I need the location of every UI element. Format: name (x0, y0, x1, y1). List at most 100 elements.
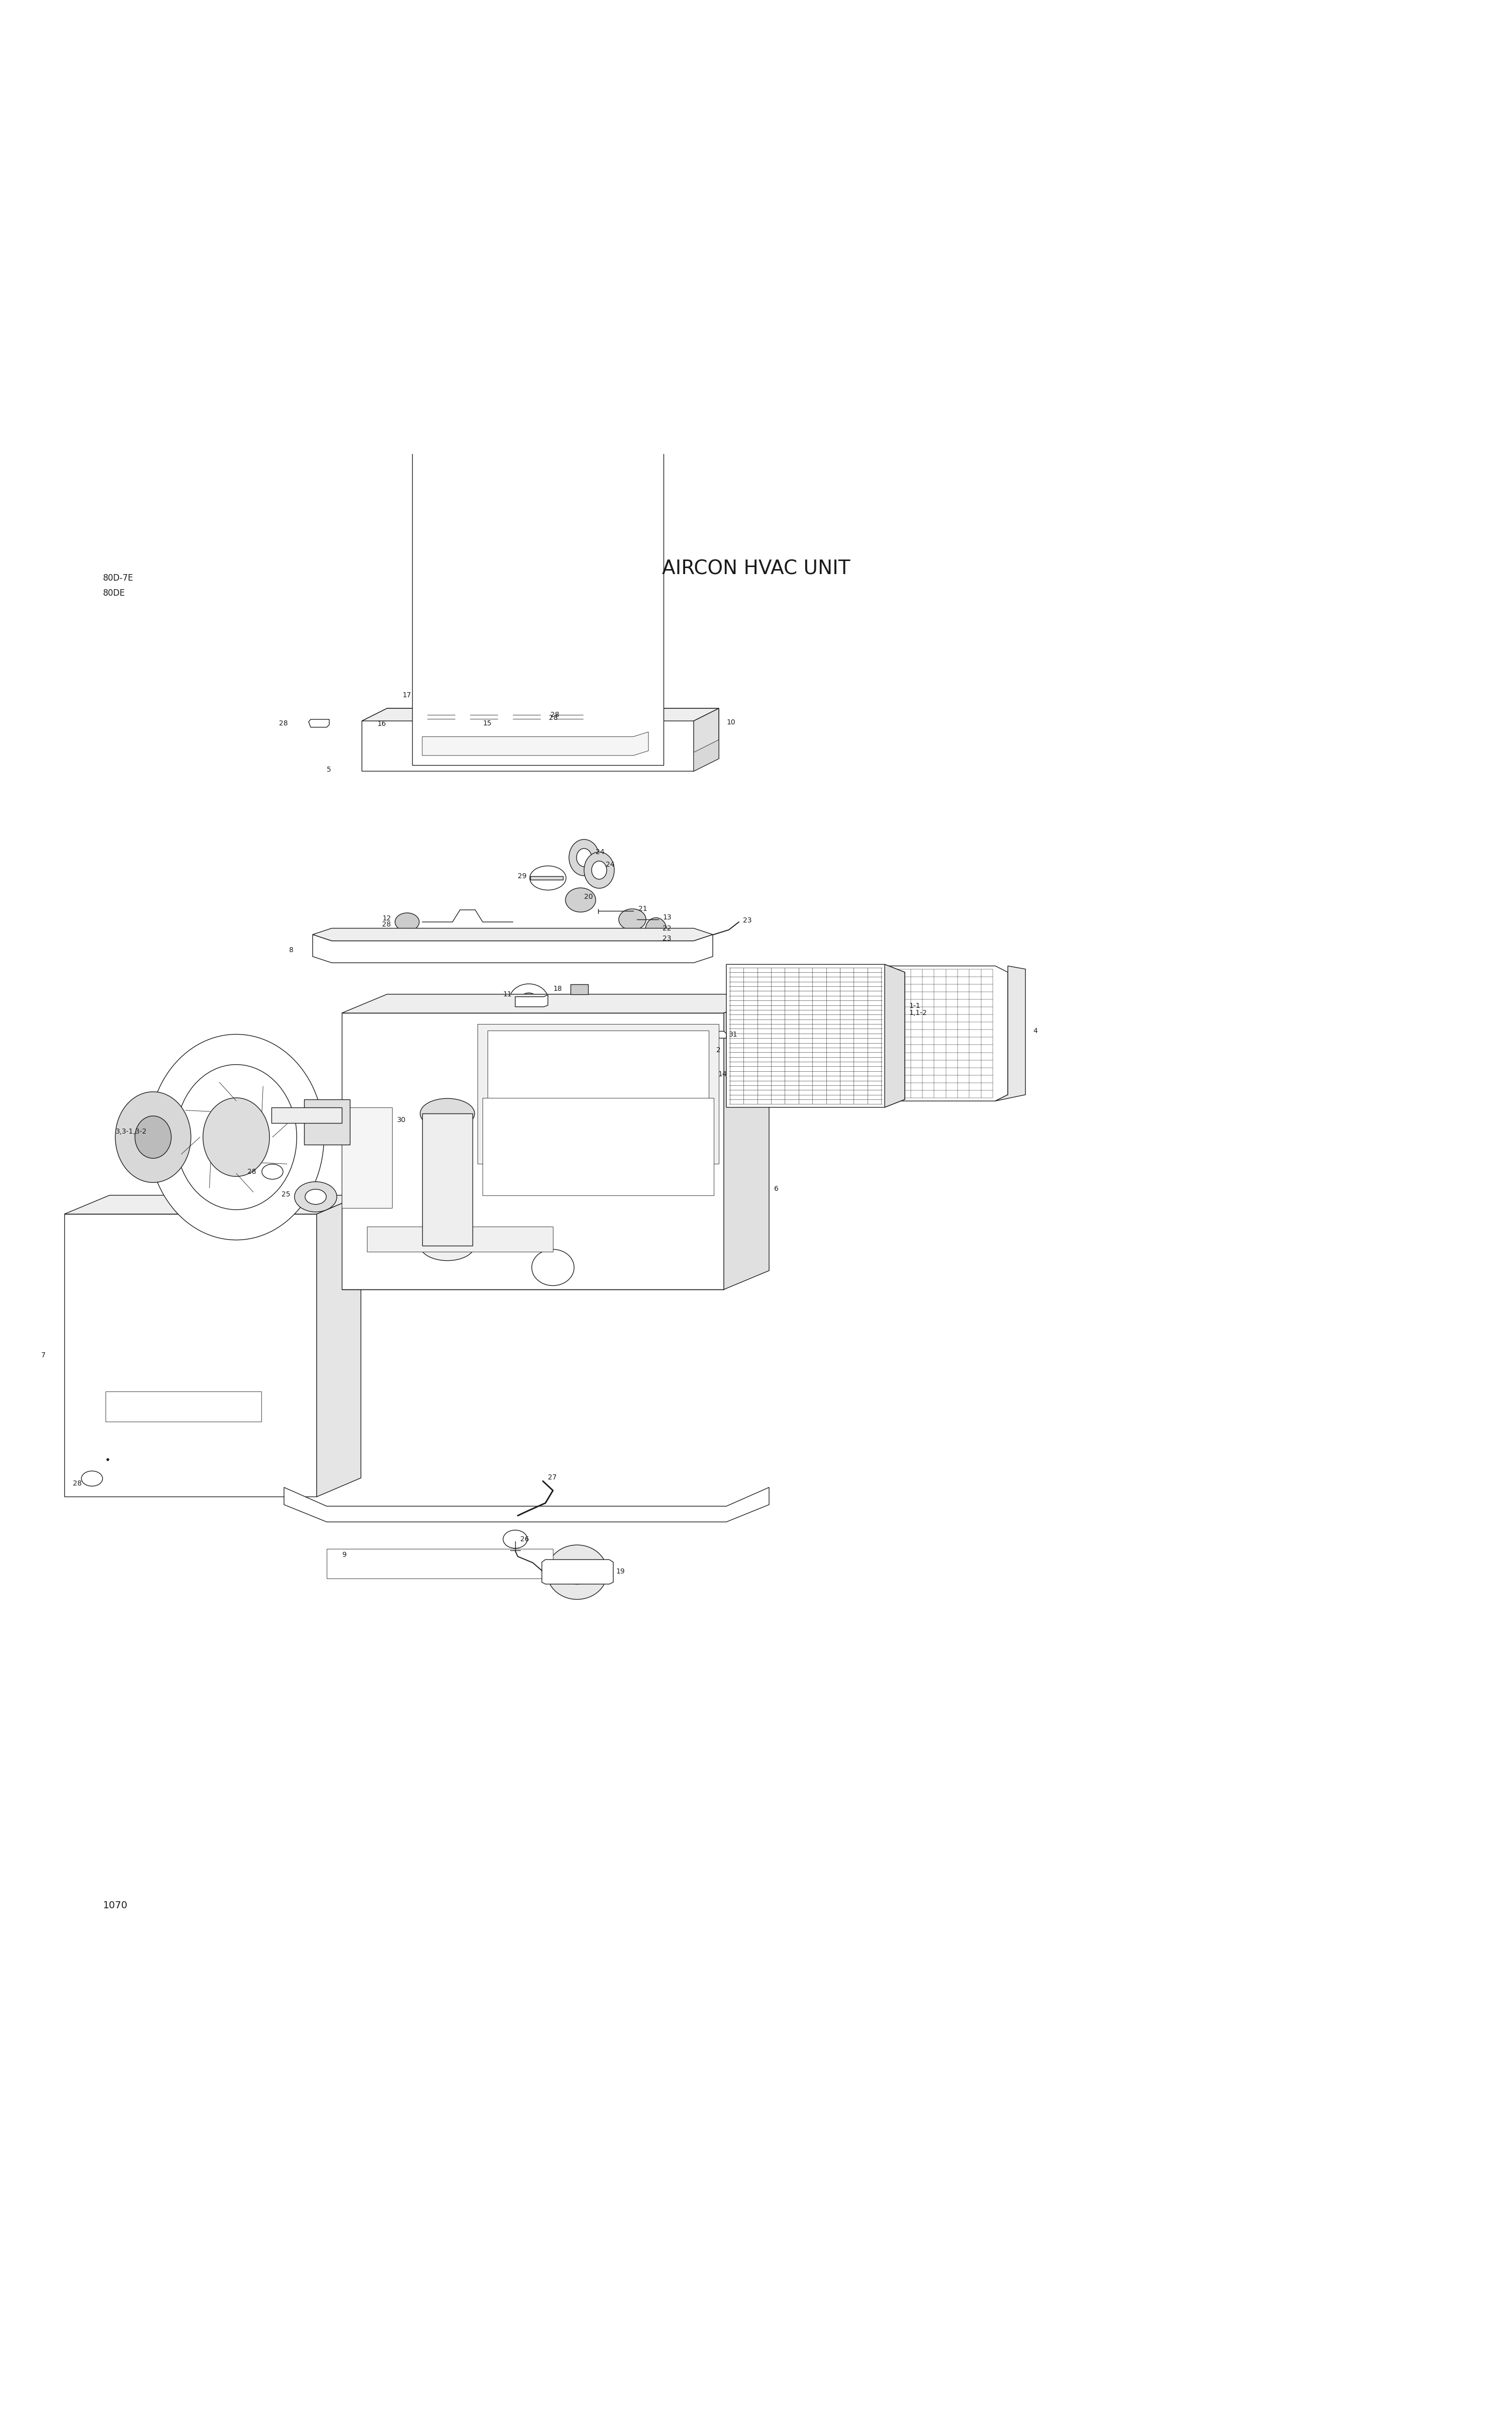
Ellipse shape (569, 840, 599, 876)
Text: 17: 17 (402, 692, 411, 699)
Ellipse shape (646, 917, 667, 941)
Ellipse shape (175, 1065, 296, 1210)
Ellipse shape (674, 728, 692, 743)
Ellipse shape (689, 1036, 723, 1065)
Ellipse shape (395, 912, 419, 932)
Ellipse shape (295, 1181, 337, 1212)
Ellipse shape (461, 709, 488, 741)
Polygon shape (482, 1099, 714, 1195)
Bar (106, 1391, 262, 1421)
Text: 1070: 1070 (103, 1900, 127, 1909)
Polygon shape (694, 709, 718, 772)
Polygon shape (342, 1014, 724, 1290)
Polygon shape (65, 1215, 316, 1498)
Text: 23: 23 (662, 934, 671, 941)
Polygon shape (367, 1227, 553, 1251)
Text: 24: 24 (606, 862, 614, 869)
Text: 80D-7E: 80D-7E (103, 574, 133, 583)
Polygon shape (361, 709, 718, 772)
Polygon shape (541, 1558, 614, 1585)
Polygon shape (361, 709, 718, 721)
Ellipse shape (576, 849, 591, 866)
Ellipse shape (448, 719, 460, 731)
Text: 7: 7 (41, 1353, 45, 1360)
Polygon shape (726, 963, 904, 1108)
Text: 28: 28 (248, 1169, 257, 1176)
Polygon shape (342, 995, 770, 1014)
Ellipse shape (618, 910, 646, 929)
Ellipse shape (469, 719, 481, 731)
Text: 28: 28 (550, 711, 559, 719)
Text: 3,3-1,3-2: 3,3-1,3-2 (115, 1128, 147, 1135)
Text: 22: 22 (662, 924, 671, 932)
Ellipse shape (889, 1038, 919, 1062)
Ellipse shape (420, 1229, 475, 1261)
Text: 16: 16 (376, 721, 386, 728)
Ellipse shape (148, 1033, 324, 1239)
Polygon shape (885, 963, 904, 1108)
Text: 19: 19 (615, 1568, 624, 1575)
Ellipse shape (115, 1091, 191, 1183)
Ellipse shape (699, 1043, 714, 1055)
Bar (422, 1113, 472, 1246)
Text: 28: 28 (280, 719, 287, 726)
Bar (487, 1031, 709, 1157)
Polygon shape (995, 966, 1025, 1101)
Polygon shape (327, 1549, 553, 1578)
Ellipse shape (262, 1164, 283, 1179)
Ellipse shape (135, 1116, 171, 1159)
Polygon shape (885, 966, 1009, 1101)
Text: 11: 11 (502, 990, 511, 997)
Text: 13: 13 (662, 915, 671, 920)
Polygon shape (531, 876, 562, 878)
Text: 1,1-2: 1,1-2 (909, 1009, 927, 1016)
Text: 31: 31 (729, 1031, 738, 1038)
Text: 1-1: 1-1 (909, 1002, 921, 1009)
Text: AIRCON HVAC UNIT: AIRCON HVAC UNIT (662, 559, 850, 578)
Text: 12: 12 (383, 915, 392, 922)
Text: 2: 2 (717, 1045, 721, 1053)
Ellipse shape (440, 709, 467, 741)
Ellipse shape (305, 1188, 327, 1205)
Polygon shape (272, 1108, 342, 1123)
Polygon shape (304, 1099, 349, 1145)
Ellipse shape (584, 852, 614, 888)
Ellipse shape (529, 866, 565, 891)
Text: 23: 23 (742, 917, 751, 924)
Text: 10: 10 (726, 719, 735, 726)
Text: 9: 9 (342, 1551, 346, 1558)
Text: 5: 5 (327, 767, 331, 772)
Ellipse shape (532, 1249, 575, 1285)
Polygon shape (313, 934, 712, 963)
Text: 18: 18 (553, 985, 562, 992)
Ellipse shape (420, 1099, 475, 1128)
Ellipse shape (565, 888, 596, 912)
Text: 8: 8 (289, 946, 293, 953)
Polygon shape (308, 719, 330, 728)
Text: 29: 29 (517, 874, 526, 881)
Text: 4: 4 (1033, 1028, 1037, 1036)
Polygon shape (284, 1488, 770, 1522)
Text: 26: 26 (520, 1537, 529, 1542)
Polygon shape (386, 709, 434, 743)
Polygon shape (694, 741, 718, 772)
Text: 25: 25 (281, 1191, 290, 1198)
Polygon shape (516, 995, 547, 1007)
Text: 28: 28 (549, 714, 558, 721)
Ellipse shape (367, 726, 386, 741)
Polygon shape (422, 731, 649, 755)
Ellipse shape (640, 939, 667, 961)
Ellipse shape (674, 748, 692, 762)
Polygon shape (703, 1031, 726, 1038)
Polygon shape (414, 687, 440, 709)
Ellipse shape (520, 992, 538, 1009)
Polygon shape (532, 716, 547, 721)
Polygon shape (316, 1195, 361, 1498)
Text: 15: 15 (482, 719, 491, 726)
Text: 80DE: 80DE (103, 588, 125, 598)
Ellipse shape (510, 939, 537, 961)
Ellipse shape (503, 1529, 528, 1549)
Ellipse shape (203, 1099, 269, 1176)
Ellipse shape (510, 985, 549, 1016)
Text: 27: 27 (547, 1474, 556, 1481)
